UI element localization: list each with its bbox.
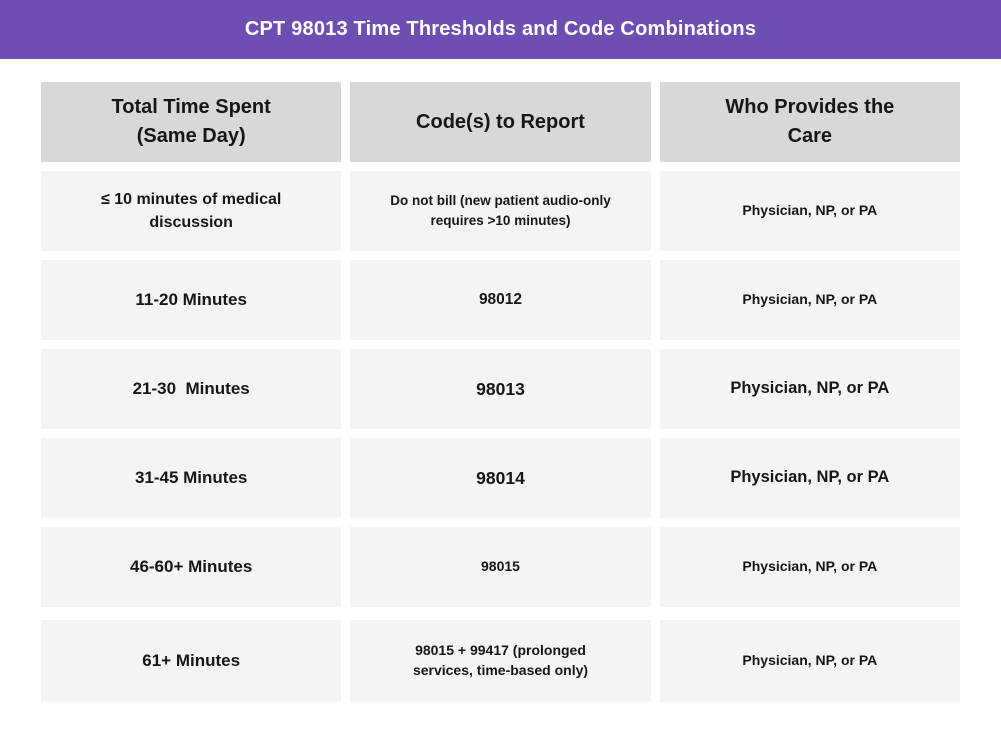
column-header-provider: Who Provides the Care [659,82,960,162]
table-row: 61+ Minutes 98015 + 99417 (prolonged ser… [41,620,960,702]
provider-cell: Physician, NP, or PA [659,171,960,251]
cpt-time-threshold-table: Total Time Spent (Same Day) Code(s) to R… [41,82,960,702]
provider-cell: Physician, NP, or PA [659,260,960,340]
column-header-time: Total Time Spent (Same Day) [41,82,342,162]
time-cell: 21-30 Minutes [41,349,342,429]
table-row: 21-30 Minutes 98013 Physician, NP, or PA [41,349,960,429]
code-cell: Do not bill (new patient audio-only requ… [350,171,651,251]
code-cell: 98015 [350,527,651,607]
provider-cell: Physician, NP, or PA [659,438,960,518]
code-cell: 98012 [350,260,651,340]
table-row: ≤ 10 minutes of medical discussion Do no… [41,171,960,251]
code-cell: 98015 + 99417 (prolonged services, time-… [350,620,651,702]
provider-cell: Physician, NP, or PA [659,349,960,429]
table-header-row: Total Time Spent (Same Day) Code(s) to R… [41,82,960,162]
time-cell: 61+ Minutes [41,620,342,702]
provider-cell: Physician, NP, or PA [659,527,960,607]
time-cell: 11-20 Minutes [41,260,342,340]
time-cell: ≤ 10 minutes of medical discussion [41,171,342,251]
code-cell: 98014 [350,438,651,518]
table-row: 11-20 Minutes 98012 Physician, NP, or PA [41,260,960,340]
page-title: CPT 98013 Time Thresholds and Code Combi… [244,18,757,40]
time-cell: 46-60+ Minutes [41,527,342,607]
time-cell: 31-45 Minutes [41,438,342,518]
header-bar: CPT 98013 Time Thresholds and Code Combi… [0,0,1001,59]
provider-cell: Physician, NP, or PA [659,620,960,702]
column-header-code: Code(s) to Report [350,82,651,162]
table-row: 31-45 Minutes 98014 Physician, NP, or PA [41,438,960,518]
code-cell: 98013 [350,349,651,429]
table-row: 46-60+ Minutes 98015 Physician, NP, or P… [41,527,960,607]
